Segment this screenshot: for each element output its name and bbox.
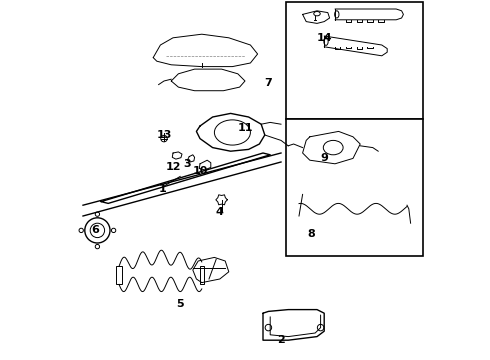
Text: 12: 12 — [165, 162, 181, 172]
Text: 13: 13 — [156, 130, 172, 140]
Text: 11: 11 — [237, 123, 253, 133]
Text: 8: 8 — [308, 229, 316, 239]
Text: 4: 4 — [216, 207, 224, 217]
Text: 5: 5 — [176, 299, 184, 309]
Bar — [286, 2, 423, 119]
Text: 3: 3 — [184, 159, 191, 169]
Text: 10: 10 — [192, 166, 208, 176]
Text: 1: 1 — [158, 184, 166, 194]
Bar — [199, 266, 204, 284]
Text: 6: 6 — [92, 225, 99, 235]
Bar — [286, 119, 423, 256]
Text: 9: 9 — [320, 153, 328, 163]
Text: 2: 2 — [277, 335, 285, 345]
Text: 14: 14 — [317, 33, 332, 43]
Bar — [116, 266, 122, 284]
Ellipse shape — [85, 218, 110, 243]
Text: 7: 7 — [265, 78, 272, 88]
